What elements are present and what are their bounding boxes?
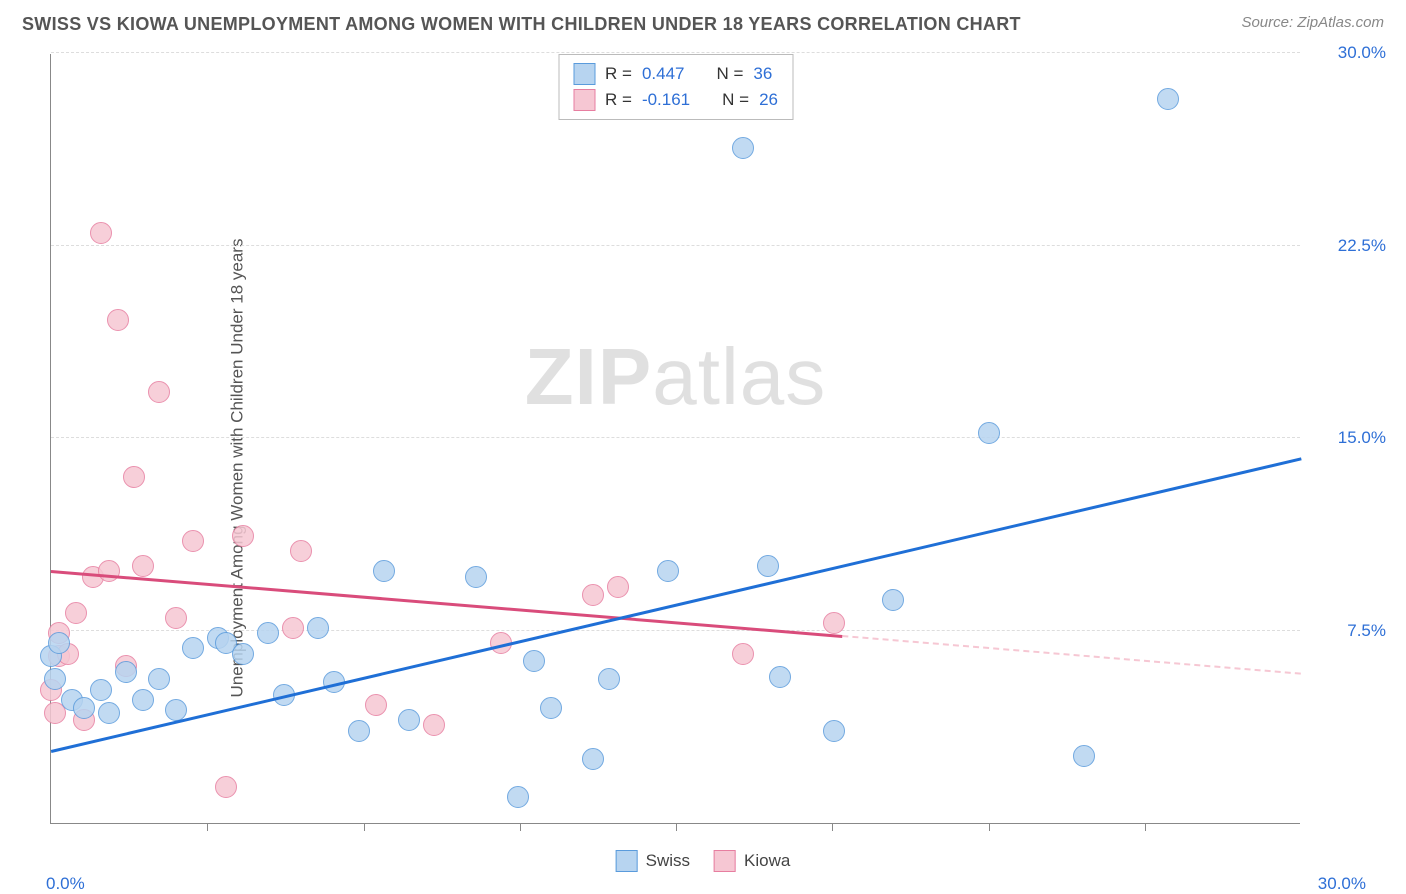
data-point	[1073, 745, 1095, 767]
data-point	[523, 650, 545, 672]
data-point	[465, 566, 487, 588]
x-tick	[676, 823, 677, 831]
data-point	[44, 668, 66, 690]
correlation-legend: R =0.447N =36R =-0.161N =26	[558, 54, 793, 120]
data-point	[423, 714, 445, 736]
legend-n-value: 36	[753, 61, 772, 87]
data-point	[607, 576, 629, 598]
data-point	[182, 637, 204, 659]
legend-n-label: N =	[722, 87, 749, 113]
data-point	[165, 607, 187, 629]
data-point	[123, 466, 145, 488]
data-point	[757, 555, 779, 577]
x-tick	[832, 823, 833, 831]
data-point	[115, 661, 137, 683]
data-point	[48, 632, 70, 654]
x-tick	[989, 823, 990, 831]
data-point	[98, 560, 120, 582]
data-point	[582, 748, 604, 770]
legend-swatch	[616, 850, 638, 872]
data-point	[182, 530, 204, 552]
data-point	[132, 555, 154, 577]
x-max-label: 30.0%	[1318, 874, 1366, 894]
legend-n-value: 26	[759, 87, 778, 113]
data-point	[732, 137, 754, 159]
legend-r-label: R =	[605, 87, 632, 113]
chart-area: Unemployment Among Women with Children U…	[0, 44, 1406, 892]
data-point	[732, 643, 754, 665]
data-point	[823, 720, 845, 742]
legend-n-label: N =	[716, 61, 743, 87]
data-point	[232, 525, 254, 547]
data-point	[90, 222, 112, 244]
data-point	[582, 584, 604, 606]
data-point	[365, 694, 387, 716]
data-point	[132, 689, 154, 711]
x-min-label: 0.0%	[46, 874, 85, 894]
data-point	[978, 422, 1000, 444]
watermark: ZIPatlas	[525, 331, 826, 423]
data-point	[232, 643, 254, 665]
data-point	[307, 617, 329, 639]
legend-row: R = -0.161 N = 26	[573, 87, 778, 113]
data-point	[540, 697, 562, 719]
x-tick	[520, 823, 521, 831]
legend-swatch	[573, 89, 595, 111]
plot-region: ZIPatlas R =0.447N =36R =-0.161N =26 7.5…	[50, 54, 1300, 824]
legend-item: Swiss	[616, 850, 690, 872]
x-tick	[1145, 823, 1146, 831]
gridline	[51, 245, 1300, 246]
data-point	[282, 617, 304, 639]
data-point	[823, 612, 845, 634]
legend-label: Swiss	[646, 851, 690, 871]
trend-line	[51, 459, 1301, 752]
data-point	[373, 560, 395, 582]
legend-r-value: 0.447	[642, 61, 685, 87]
legend-label: Kiowa	[744, 851, 790, 871]
gridline	[51, 437, 1300, 438]
data-point	[348, 720, 370, 742]
gridline	[51, 52, 1300, 53]
data-point	[507, 786, 529, 808]
y-tick-label: 30.0%	[1310, 43, 1386, 63]
data-point	[73, 697, 95, 719]
y-tick-label: 15.0%	[1310, 428, 1386, 448]
y-tick-label: 7.5%	[1310, 621, 1386, 641]
data-point	[107, 309, 129, 331]
legend-r-label: R =	[605, 61, 632, 87]
legend-row: R = 0.447 N = 36	[573, 61, 778, 87]
series-legend: Swiss Kiowa	[616, 850, 791, 872]
data-point	[1157, 88, 1179, 110]
legend-r-value: -0.161	[642, 87, 690, 113]
data-point	[90, 679, 112, 701]
x-tick	[364, 823, 365, 831]
gridline	[51, 630, 1300, 631]
data-point	[398, 709, 420, 731]
data-point	[148, 381, 170, 403]
data-point	[65, 602, 87, 624]
legend-item: Kiowa	[714, 850, 790, 872]
data-point	[215, 776, 237, 798]
data-point	[882, 589, 904, 611]
legend-swatch	[573, 63, 595, 85]
data-point	[98, 702, 120, 724]
data-point	[769, 666, 791, 688]
data-point	[257, 622, 279, 644]
legend-swatch	[714, 850, 736, 872]
x-tick	[207, 823, 208, 831]
data-point	[148, 668, 170, 690]
data-point	[657, 560, 679, 582]
source-label: Source: ZipAtlas.com	[1241, 14, 1384, 31]
data-point	[290, 540, 312, 562]
y-tick-label: 22.5%	[1310, 236, 1386, 256]
data-point	[598, 668, 620, 690]
chart-title: SWISS VS KIOWA UNEMPLOYMENT AMONG WOMEN …	[22, 14, 1021, 35]
